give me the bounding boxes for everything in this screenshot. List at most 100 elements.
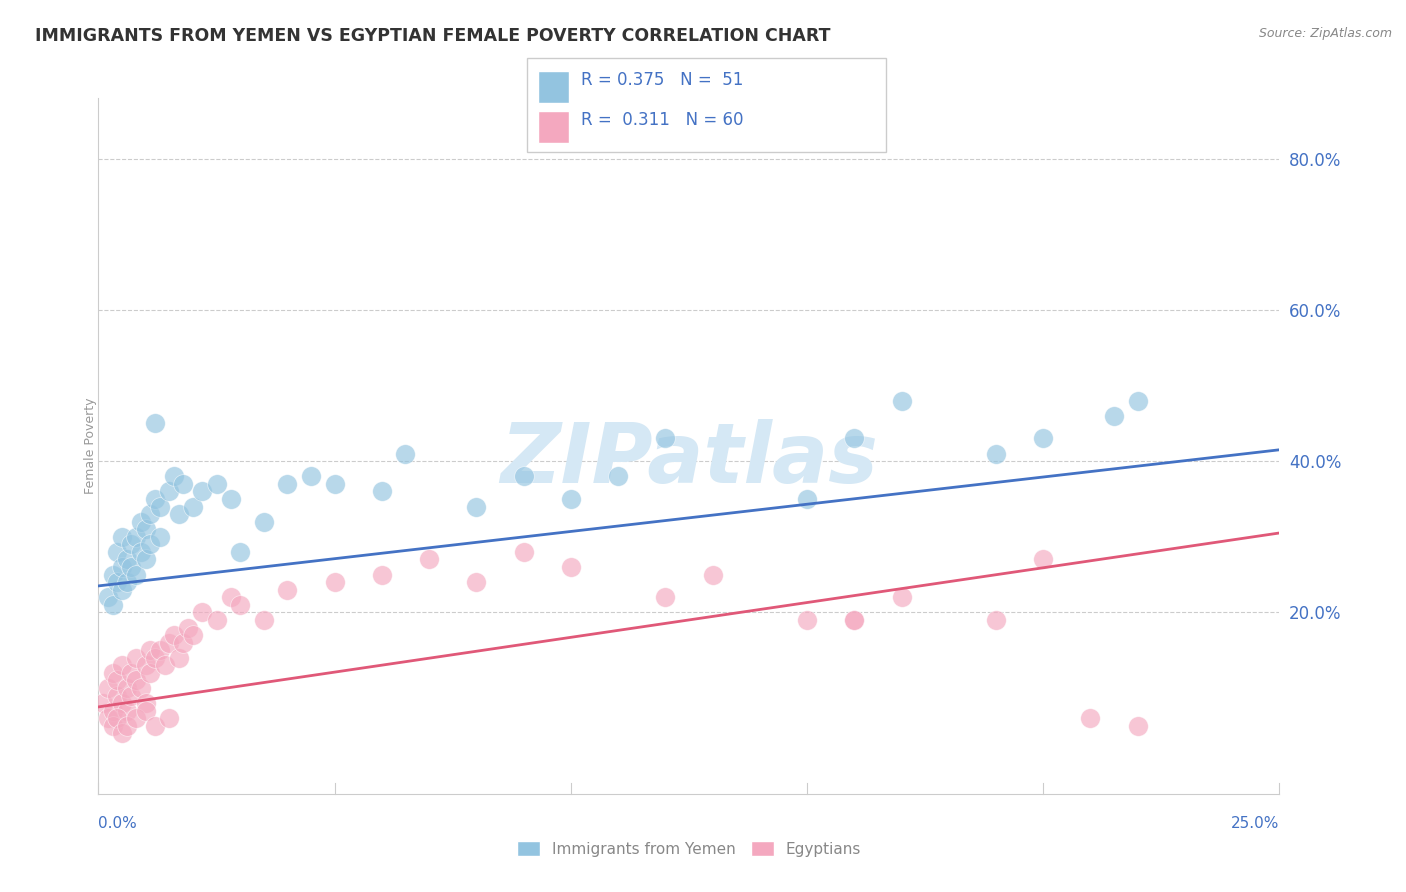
- Point: [560, 560, 582, 574]
- Point: [167, 650, 190, 665]
- Point: [465, 575, 488, 590]
- Point: [91, 696, 114, 710]
- Text: IMMIGRANTS FROM YEMEN VS EGYPTIAN FEMALE POVERTY CORRELATION CHART: IMMIGRANTS FROM YEMEN VS EGYPTIAN FEMALE…: [35, 27, 831, 45]
- Point: [890, 393, 912, 408]
- Point: [253, 515, 276, 529]
- Point: [890, 591, 912, 605]
- Point: [205, 476, 228, 491]
- Point: [205, 613, 228, 627]
- Point: [844, 432, 866, 446]
- Legend: Immigrants from Yemen, Egyptians: Immigrants from Yemen, Egyptians: [510, 835, 868, 863]
- Point: [143, 719, 166, 733]
- Point: [101, 719, 124, 733]
- Point: [654, 432, 676, 446]
- Point: [844, 613, 866, 627]
- Text: R = 0.375   N =  51: R = 0.375 N = 51: [581, 71, 742, 89]
- Point: [115, 704, 138, 718]
- Point: [105, 545, 128, 559]
- Point: [139, 537, 162, 551]
- Point: [139, 643, 162, 657]
- Point: [129, 545, 152, 559]
- Point: [654, 591, 676, 605]
- Point: [125, 650, 148, 665]
- Point: [323, 575, 346, 590]
- Point: [125, 530, 148, 544]
- Point: [135, 522, 157, 536]
- Point: [111, 658, 134, 673]
- Point: [607, 469, 630, 483]
- Point: [229, 598, 252, 612]
- Point: [101, 567, 124, 582]
- Point: [115, 681, 138, 695]
- Point: [253, 613, 276, 627]
- Point: [153, 658, 176, 673]
- Point: [276, 582, 298, 597]
- Point: [135, 704, 157, 718]
- Point: [111, 696, 134, 710]
- Point: [984, 446, 1007, 460]
- Point: [125, 567, 148, 582]
- Point: [163, 628, 186, 642]
- Point: [125, 711, 148, 725]
- Point: [157, 711, 180, 725]
- Text: R =  0.311   N = 60: R = 0.311 N = 60: [581, 111, 744, 128]
- Point: [512, 469, 534, 483]
- Point: [512, 545, 534, 559]
- Point: [191, 484, 214, 499]
- Point: [149, 643, 172, 657]
- Point: [149, 530, 172, 544]
- Text: 0.0%: 0.0%: [98, 816, 138, 831]
- Point: [702, 567, 724, 582]
- Point: [121, 537, 143, 551]
- Text: 25.0%: 25.0%: [1232, 816, 1279, 831]
- Point: [121, 665, 143, 680]
- Point: [172, 635, 194, 649]
- Point: [149, 500, 172, 514]
- Point: [191, 606, 214, 620]
- Point: [125, 673, 148, 688]
- Point: [129, 515, 152, 529]
- Point: [167, 507, 190, 521]
- Point: [394, 446, 416, 460]
- Point: [97, 681, 120, 695]
- Point: [97, 711, 120, 725]
- Point: [796, 491, 818, 506]
- Point: [115, 719, 138, 733]
- Point: [181, 628, 204, 642]
- Point: [219, 491, 242, 506]
- Point: [323, 476, 346, 491]
- Point: [371, 567, 394, 582]
- Point: [105, 689, 128, 703]
- Point: [181, 500, 204, 514]
- Point: [135, 552, 157, 566]
- Point: [844, 613, 866, 627]
- Point: [111, 560, 134, 574]
- Point: [984, 613, 1007, 627]
- Point: [371, 484, 394, 499]
- Point: [121, 560, 143, 574]
- Point: [101, 704, 124, 718]
- Point: [143, 650, 166, 665]
- Text: ZIPatlas: ZIPatlas: [501, 419, 877, 500]
- Point: [101, 598, 124, 612]
- Point: [135, 696, 157, 710]
- Point: [796, 613, 818, 627]
- Point: [276, 476, 298, 491]
- Point: [139, 507, 162, 521]
- Point: [111, 726, 134, 740]
- Point: [229, 545, 252, 559]
- Point: [418, 552, 440, 566]
- Point: [115, 552, 138, 566]
- Point: [105, 711, 128, 725]
- Point: [1102, 409, 1125, 423]
- Point: [157, 635, 180, 649]
- Point: [105, 673, 128, 688]
- Y-axis label: Female Poverty: Female Poverty: [83, 398, 97, 494]
- Point: [299, 469, 322, 483]
- Point: [1032, 432, 1054, 446]
- Point: [121, 689, 143, 703]
- Point: [219, 591, 242, 605]
- Point: [105, 575, 128, 590]
- Point: [139, 665, 162, 680]
- Point: [1032, 552, 1054, 566]
